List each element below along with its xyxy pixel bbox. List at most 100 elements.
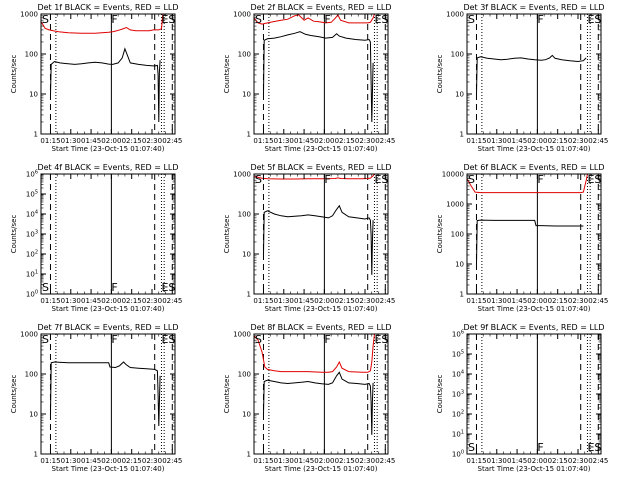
y-tick-label: 10 (242, 411, 251, 419)
series-lld-line (41, 14, 164, 34)
panel-title: Det 7f BLACK = Events, RED = LLD (37, 323, 178, 332)
y-tick-label: 102 (26, 250, 38, 259)
x-axis-label: Start Time (23-Oct-15 01:07:40) (478, 465, 591, 473)
marker-f: F (324, 173, 330, 186)
x-tick-label: 01:30 (61, 297, 81, 305)
x-tick-label: 02:15 (548, 297, 568, 305)
x-axis-label: Start Time (23-Oct-15 01:07:40) (52, 305, 165, 313)
axes-frame (253, 13, 389, 135)
panel-title: Det 2f BLACK = Events, RED = LLD (250, 3, 391, 12)
y-tick-label: 103 (452, 390, 464, 399)
x-tick-label: 02:45 (588, 137, 608, 145)
y-tick-label: 106 (26, 170, 38, 179)
panel-plot-area (467, 174, 599, 294)
marker-s: S (255, 173, 262, 186)
x-tick-label: 02:00 (314, 297, 334, 305)
panel-title: Det 5f BLACK = Events, RED = LLD (250, 163, 391, 172)
x-tick-label: 02:45 (162, 297, 182, 305)
marker-s: S (468, 441, 475, 454)
x-tick-label: 02:00 (527, 457, 547, 465)
x-tick-label: 02:30 (355, 297, 375, 305)
x-tick-label: 01:45 (507, 297, 527, 305)
y-tick-label: 1 (460, 131, 464, 139)
marker-es: ES (587, 13, 601, 26)
x-tick-label: 01:15 (253, 137, 273, 145)
y-tick-label: 100 (451, 51, 464, 59)
x-tick-label: 02:15 (122, 137, 142, 145)
series-lld-line (254, 334, 375, 373)
y-axis-label: Counts/sec (10, 215, 18, 254)
x-tick-label: 02:45 (375, 137, 395, 145)
x-tick-label: 02:30 (355, 457, 375, 465)
x-axis-label: Start Time (23-Oct-15 01:07:40) (52, 145, 165, 153)
panel-plot-area (475, 334, 599, 454)
y-axis-label: Counts/sec (223, 215, 231, 254)
panel-det-4: Det 4f BLACK = Events, RED = LLD S F ES 100 1… (10, 163, 182, 313)
y-axis-label: Counts/sec (10, 375, 18, 414)
y-tick-label: 1000 (20, 331, 38, 339)
x-tick-label: 02:30 (142, 297, 162, 305)
y-tick-label: 1000 (446, 11, 464, 19)
x-tick-label: 01:15 (466, 297, 486, 305)
marker-s: S (468, 13, 475, 26)
x-tick-label: 01:15 (40, 297, 60, 305)
series-lld-line (254, 14, 375, 25)
axes-frame (40, 13, 176, 135)
marker-s: S (42, 13, 49, 26)
x-tick-label: 02:45 (162, 137, 182, 145)
x-tick-label: 02:45 (588, 457, 608, 465)
marker-f: F (537, 173, 543, 186)
x-tick-label: 02:45 (588, 297, 608, 305)
x-tick-label: 01:45 (294, 297, 314, 305)
x-tick-label: 01:15 (40, 457, 60, 465)
x-tick-label: 01:15 (466, 137, 486, 145)
marker-f: F (111, 13, 117, 26)
x-tick-label: 02:15 (122, 297, 142, 305)
x-axis-label: Start Time (23-Oct-15 01:07:40) (265, 465, 378, 473)
y-tick-label: 1000 (446, 201, 464, 209)
panel-plot-area (254, 14, 386, 134)
x-axis-label: Start Time (23-Oct-15 01:07:40) (478, 145, 591, 153)
y-axis-label: Counts/sec (223, 375, 231, 414)
y-tick-label: 100 (238, 51, 251, 59)
x-tick-label: 01:30 (487, 137, 507, 145)
y-tick-label: 1000 (20, 11, 38, 19)
y-tick-label: 100 (25, 371, 38, 379)
y-axis-label: Counts/sec (223, 55, 231, 94)
x-tick-label: 01:30 (61, 457, 81, 465)
x-tick-label: 01:30 (487, 297, 507, 305)
panel-plot-area (475, 14, 599, 134)
y-tick-label: 100 (238, 211, 251, 219)
y-tick-label: 1 (247, 451, 251, 459)
y-tick-label: 1 (34, 451, 38, 459)
y-tick-label: 10 (242, 251, 251, 259)
series-events-line (263, 31, 374, 123)
x-tick-label: 02:45 (162, 457, 182, 465)
marker-es: ES (161, 333, 175, 346)
x-tick-label: 01:45 (294, 457, 314, 465)
panel-plot-area (49, 334, 173, 454)
marker-es: ES (374, 173, 388, 186)
y-tick-label: 103 (26, 230, 38, 239)
y-tick-label: 100 (238, 371, 251, 379)
marker-es: ES (374, 333, 388, 346)
y-tick-label: 101 (452, 430, 464, 439)
x-tick-label: 02:00 (527, 137, 547, 145)
x-tick-label: 01:30 (487, 457, 507, 465)
series-events-line (476, 54, 587, 95)
marker-f: F (537, 13, 543, 26)
x-tick-label: 01:15 (40, 137, 60, 145)
marker-s: S (468, 173, 475, 186)
y-tick-label: 105 (452, 350, 464, 359)
panel-title: Det 6f BLACK = Events, RED = LLD (463, 163, 604, 172)
marker-s: S (42, 281, 49, 294)
y-tick-label: 1 (34, 131, 38, 139)
series-events-line (263, 204, 374, 275)
marker-es: ES (587, 173, 601, 186)
